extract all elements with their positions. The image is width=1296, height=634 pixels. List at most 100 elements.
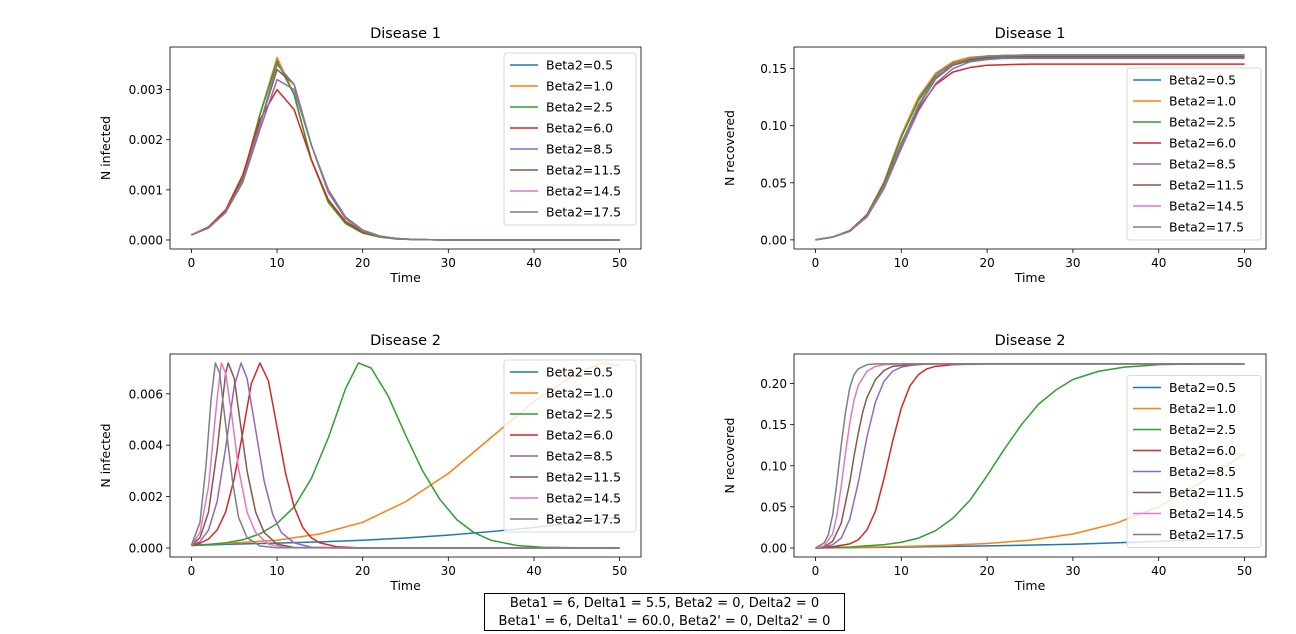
legend-label: Beta2=2.5 xyxy=(1169,422,1236,437)
legend-label: Beta2=17.5 xyxy=(546,512,621,527)
legend-label: Beta2=8.5 xyxy=(546,142,613,157)
x-axis-label: Time xyxy=(1014,578,1046,593)
chart-title: Disease 1 xyxy=(370,26,441,42)
legend-label: Beta2=8.5 xyxy=(1169,157,1236,172)
series-line xyxy=(191,63,620,241)
legend-label: Beta2=11.5 xyxy=(1169,178,1244,193)
legend-label: Beta2=14.5 xyxy=(1169,506,1244,521)
y-axis-label: N recovered xyxy=(722,418,737,494)
series-line xyxy=(815,363,1245,549)
y-axis-label: N infected xyxy=(98,116,113,180)
legend-label: Beta2=2.5 xyxy=(546,100,613,115)
series-line xyxy=(190,362,620,549)
x-axis-label: Time xyxy=(389,578,421,593)
y-tick-label: 0.000 xyxy=(129,542,163,556)
legend-label: Beta2=1.0 xyxy=(546,386,613,401)
legend-label: Beta2=14.5 xyxy=(546,491,621,506)
legend-label: Beta2=0.5 xyxy=(1169,73,1236,88)
legend-label: Beta2=6.0 xyxy=(1169,136,1236,151)
x-tick-label: 30 xyxy=(441,564,456,578)
y-tick-label: 0.002 xyxy=(129,490,163,504)
series-line xyxy=(815,54,1245,241)
legend-label: Beta2=17.5 xyxy=(1169,527,1244,542)
y-tick-label: 0.001 xyxy=(129,183,163,197)
x-tick-label: 30 xyxy=(1065,256,1080,270)
series-lines xyxy=(815,54,1245,241)
legend-label: Beta2=2.5 xyxy=(546,407,613,422)
legend-label: Beta2=8.5 xyxy=(1169,464,1236,479)
x-tick-label: 50 xyxy=(612,256,627,270)
x-tick-label: 10 xyxy=(894,256,909,270)
x-axis-label: Time xyxy=(389,270,421,285)
y-tick-label: 0.20 xyxy=(760,377,787,391)
legend-label: Beta2=11.5 xyxy=(546,163,621,178)
series-line xyxy=(190,362,620,549)
axes-frame xyxy=(793,353,1267,558)
x-tick-label: 40 xyxy=(526,564,541,578)
legend-label: Beta2=1.0 xyxy=(546,79,613,94)
legend-label: Beta2=0.5 xyxy=(1169,380,1236,395)
legend-label: Beta2=8.5 xyxy=(546,449,613,464)
series-lines xyxy=(191,56,620,241)
parameters-line-1: Beta1 = 6, Delta1 = 5.5, Beta2 = 0, Delt… xyxy=(509,596,820,611)
axes-frame xyxy=(169,46,642,250)
series-line xyxy=(815,363,1245,549)
chart-title: Disease 2 xyxy=(995,333,1066,349)
chart-title: Disease 1 xyxy=(995,26,1066,42)
legend-label: Beta2=14.5 xyxy=(1169,199,1244,214)
legend: Beta2=0.5 Beta2=1.0 Beta2=2.5 Beta2=6.0 Beta… xyxy=(503,52,637,226)
legend-label: Beta2=11.5 xyxy=(1169,485,1244,500)
y-axis-label: N infected xyxy=(98,423,113,487)
legend-label: Beta2=2.5 xyxy=(1169,115,1236,130)
y-tick-label: 0.10 xyxy=(760,119,787,133)
x-axis-label: Time xyxy=(1014,270,1046,285)
x-tick-label: 0 xyxy=(188,256,196,270)
legend-label: Beta2=0.5 xyxy=(546,365,613,380)
chart-4: 0 10 20 30 40 50 0.00 0.05 0.10 0.15 0.20 Disease 2… xyxy=(722,333,1267,593)
x-tick-label: 40 xyxy=(1151,564,1166,578)
y-tick-label: 0.006 xyxy=(129,387,163,401)
x-tick-label: 10 xyxy=(269,564,284,578)
legend-label: Beta2=6.0 xyxy=(546,428,613,443)
y-tick-label: 0.10 xyxy=(760,459,787,473)
legend-label: Beta2=14.5 xyxy=(546,184,621,199)
legend-box xyxy=(503,359,637,533)
legend-label: Beta2=1.0 xyxy=(1169,401,1236,416)
y-tick-label: 0.05 xyxy=(760,176,787,190)
axes-frame xyxy=(793,46,1267,250)
y-tick-label: 0.004 xyxy=(129,439,163,453)
legend: Beta2=0.5 Beta2=1.0 Beta2=2.5 Beta2=6.0 Beta… xyxy=(1126,375,1262,548)
x-tick-label: 40 xyxy=(1151,256,1166,270)
y-tick-label: 0.00 xyxy=(760,541,787,555)
y-tick-label: 0.05 xyxy=(760,500,787,514)
legend-label: Beta2=17.5 xyxy=(546,205,621,220)
y-tick-label: 0.15 xyxy=(760,62,787,76)
x-tick-label: 20 xyxy=(979,564,994,578)
y-tick-label: 0.00 xyxy=(760,233,787,247)
x-tick-label: 20 xyxy=(355,564,370,578)
legend-box xyxy=(1126,375,1262,548)
x-tick-label: 50 xyxy=(1237,256,1252,270)
x-tick-label: 50 xyxy=(1237,564,1252,578)
x-tick-label: 0 xyxy=(188,564,196,578)
series-line xyxy=(191,362,620,549)
legend-label: Beta2=17.5 xyxy=(1169,220,1244,235)
series-line xyxy=(190,362,620,549)
series-line xyxy=(191,362,620,549)
x-tick-label: 30 xyxy=(1065,564,1080,578)
x-tick-label: 50 xyxy=(612,564,627,578)
x-tick-label: 10 xyxy=(269,256,284,270)
y-tick-label: 0.002 xyxy=(129,133,163,147)
series-line xyxy=(191,362,620,549)
x-tick-label: 40 xyxy=(526,256,541,270)
legend-box xyxy=(1126,67,1262,241)
legend: Beta2=0.5 Beta2=1.0 Beta2=2.5 Beta2=6.0 Beta… xyxy=(503,359,637,533)
x-tick-label: 30 xyxy=(441,256,456,270)
axes-frame xyxy=(169,353,642,558)
legend-box xyxy=(503,52,637,226)
parameters-line-2: Beta1' = 6, Delta1' = 60.0, Beta2' = 0, … xyxy=(498,614,831,629)
legend-label: Beta2=6.0 xyxy=(546,121,613,136)
series-lines xyxy=(190,362,620,549)
legend-label: Beta2=1.0 xyxy=(1169,94,1236,109)
